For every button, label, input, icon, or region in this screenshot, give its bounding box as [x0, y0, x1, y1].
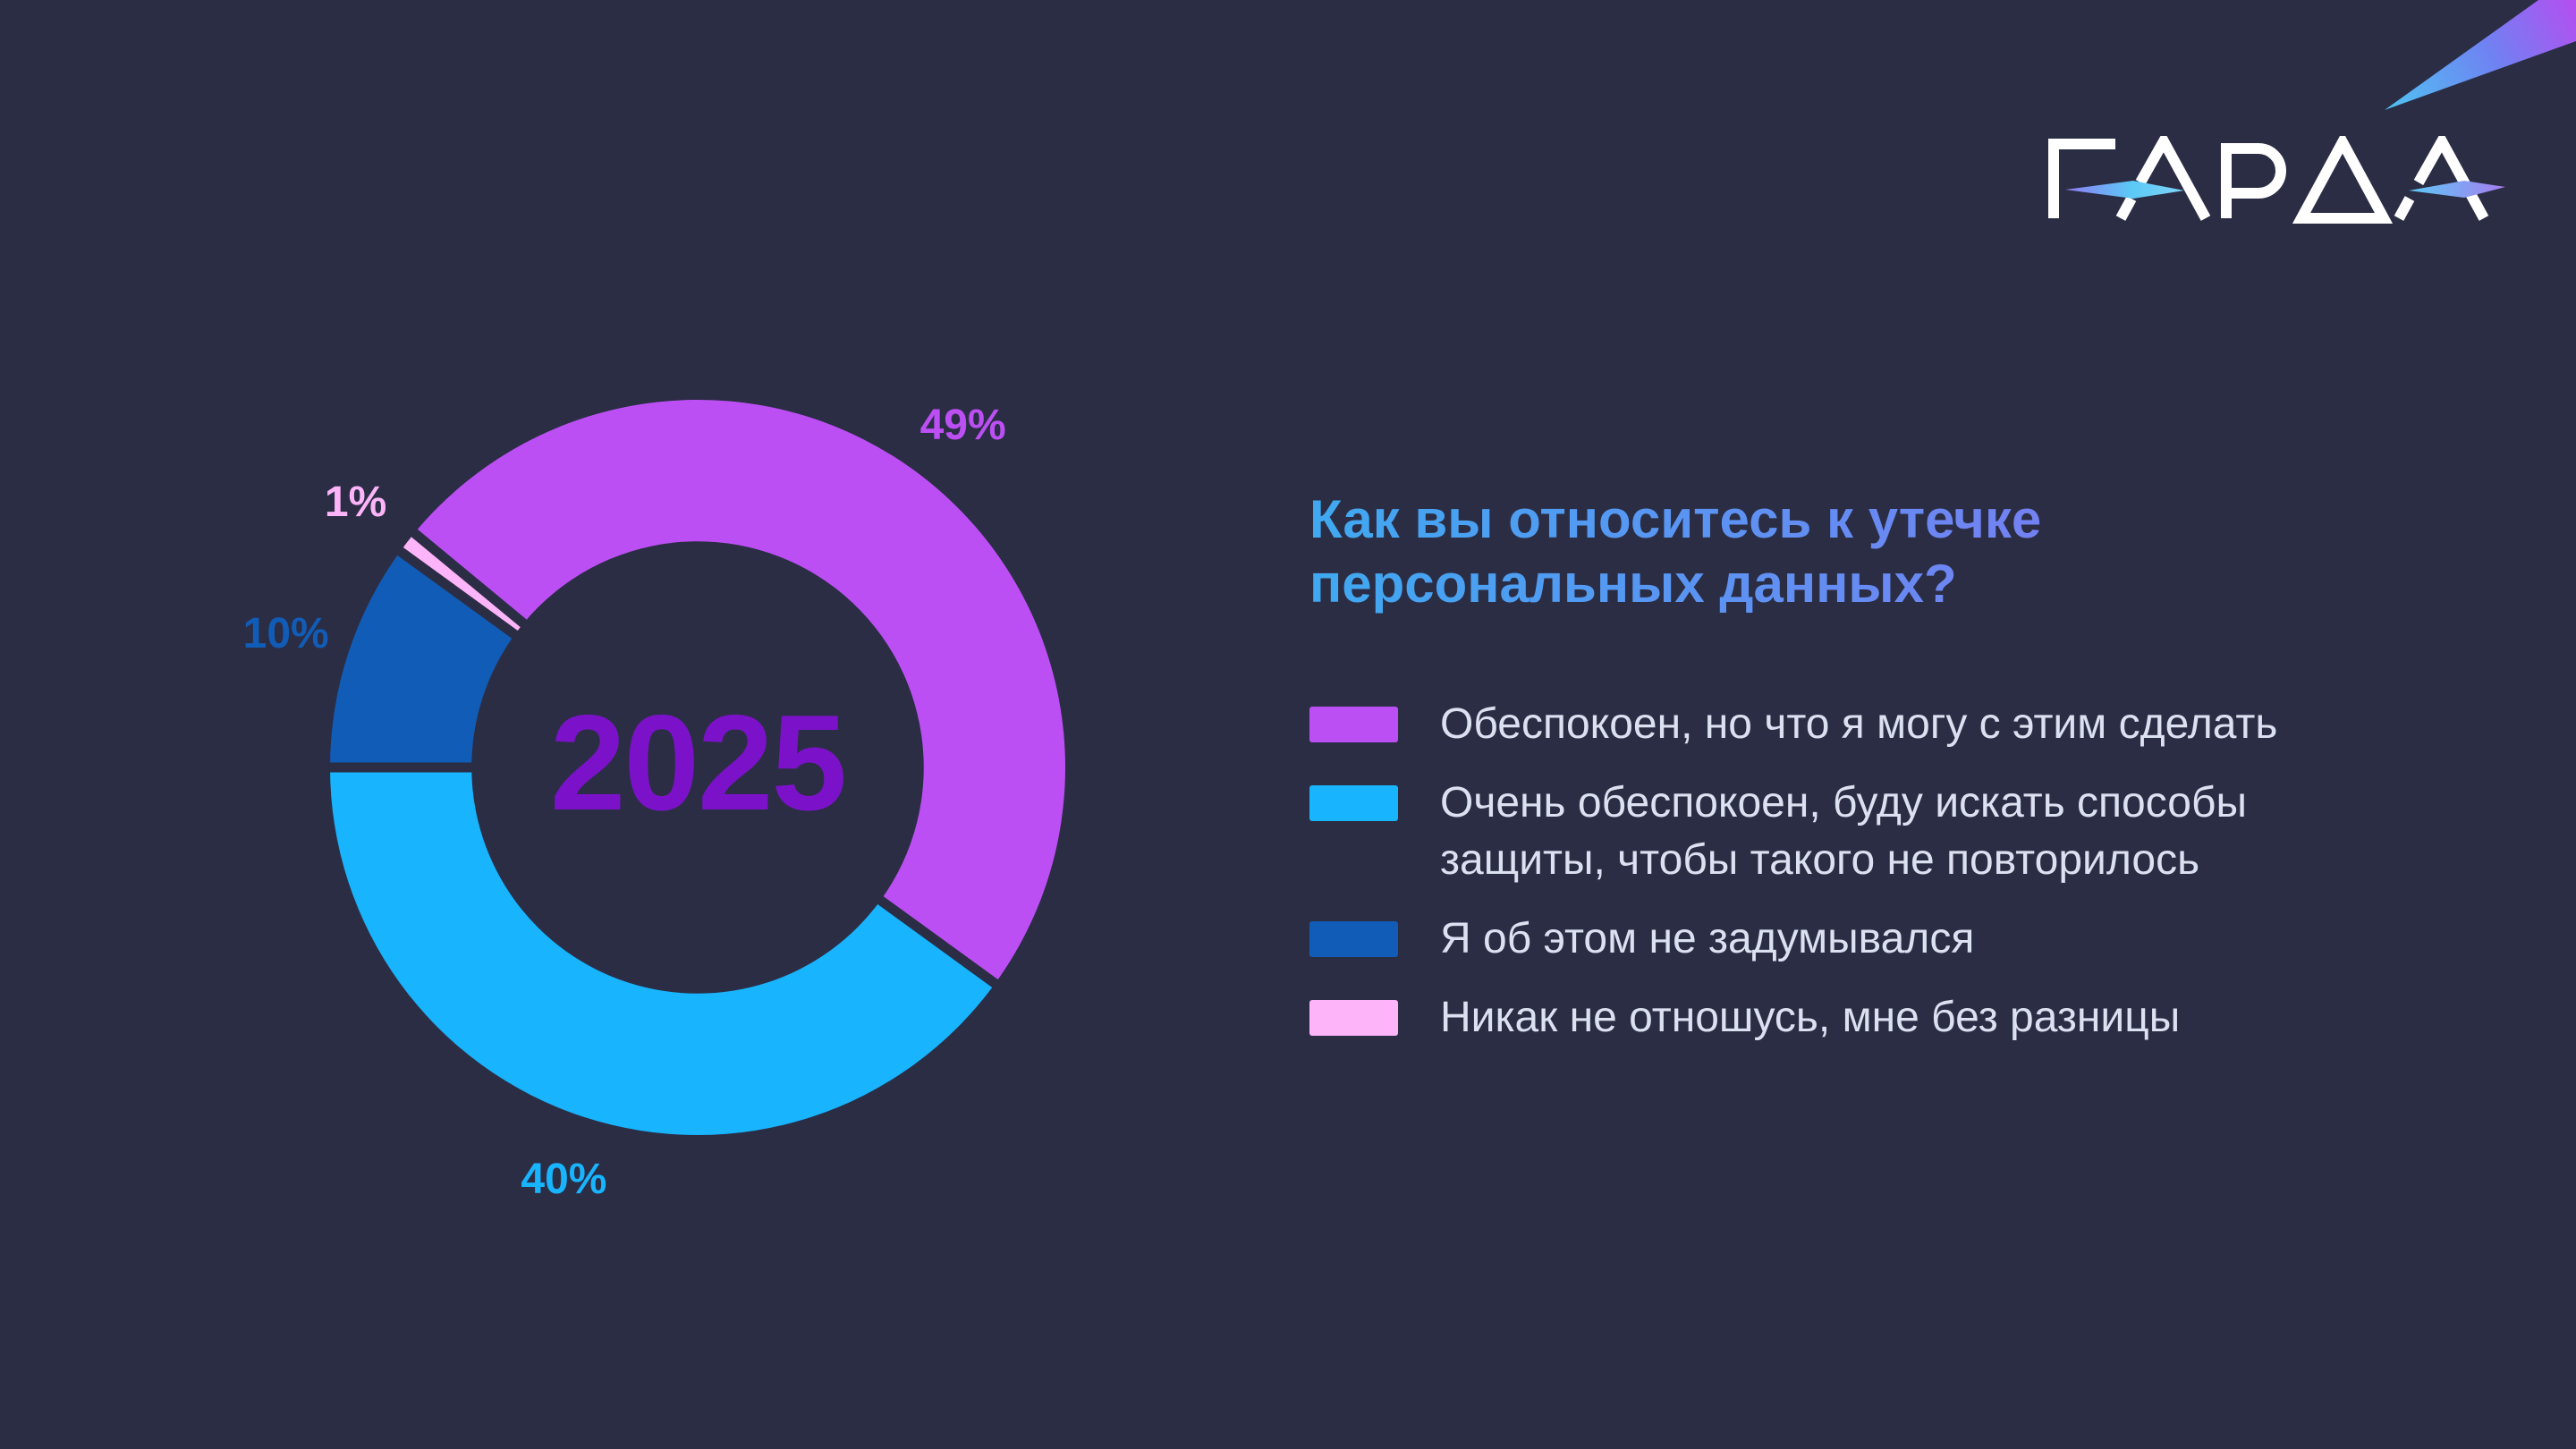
donut-segment-3 — [400, 533, 524, 635]
legend-label-1: Очень обеспокоен, буду искать способы за… — [1440, 779, 2247, 884]
garda-logo-swoosh-right — [2409, 181, 2505, 198]
legend-row: Никак не отношусь, мне без разницы — [1309, 989, 2428, 1046]
right-column: Как вы относитесь к утечке персональных … — [1309, 487, 2428, 1068]
donut-value-label-0: 49% — [920, 402, 1006, 449]
garda-logo-letters — [2048, 136, 2489, 224]
donut-chart: 49% 40% 10% 1% 2025 — [224, 293, 1172, 1241]
legend-swatch-2 — [1309, 921, 1398, 957]
legend-label-0: Обеспокоен, но что я могу с этим сделать — [1440, 700, 2278, 748]
legend-swatch-1 — [1309, 785, 1398, 821]
legend-swatch-0 — [1309, 707, 1398, 742]
legend-row: Я об этом не задумывался — [1309, 911, 2428, 968]
donut-segment-gap — [388, 540, 527, 645]
donut-center-year: 2025 — [550, 687, 845, 839]
legend-label-3: Никак не отношусь, мне без разницы — [1440, 994, 2181, 1041]
garda-logo-swoosh-left — [2065, 181, 2184, 199]
legend-label-2: Я об этом не задумывался — [1440, 915, 1975, 962]
donut-value-label-1: 40% — [521, 1156, 606, 1203]
legend-swatch-3 — [1309, 1000, 1398, 1036]
donut-segment-0 — [414, 400, 1065, 984]
donut-segment-1 — [330, 767, 996, 1135]
chart-title: Как вы относитесь к утечке персональных … — [1309, 487, 2428, 616]
donut-value-label-3: 1% — [325, 479, 386, 526]
donut-segment-gap — [869, 890, 1007, 995]
garda-logo — [2048, 136, 2505, 224]
legend: Обеспокоен, но что я могу с этим сделать… — [1309, 696, 2428, 1046]
donut-segment-gap — [402, 522, 535, 634]
donut-value-label-2: 10% — [243, 610, 329, 657]
legend-row: Обеспокоен, но что я могу с этим сделать — [1309, 696, 2428, 753]
legend-row: Очень обеспокоен, буду искать способы за… — [1309, 775, 2428, 889]
